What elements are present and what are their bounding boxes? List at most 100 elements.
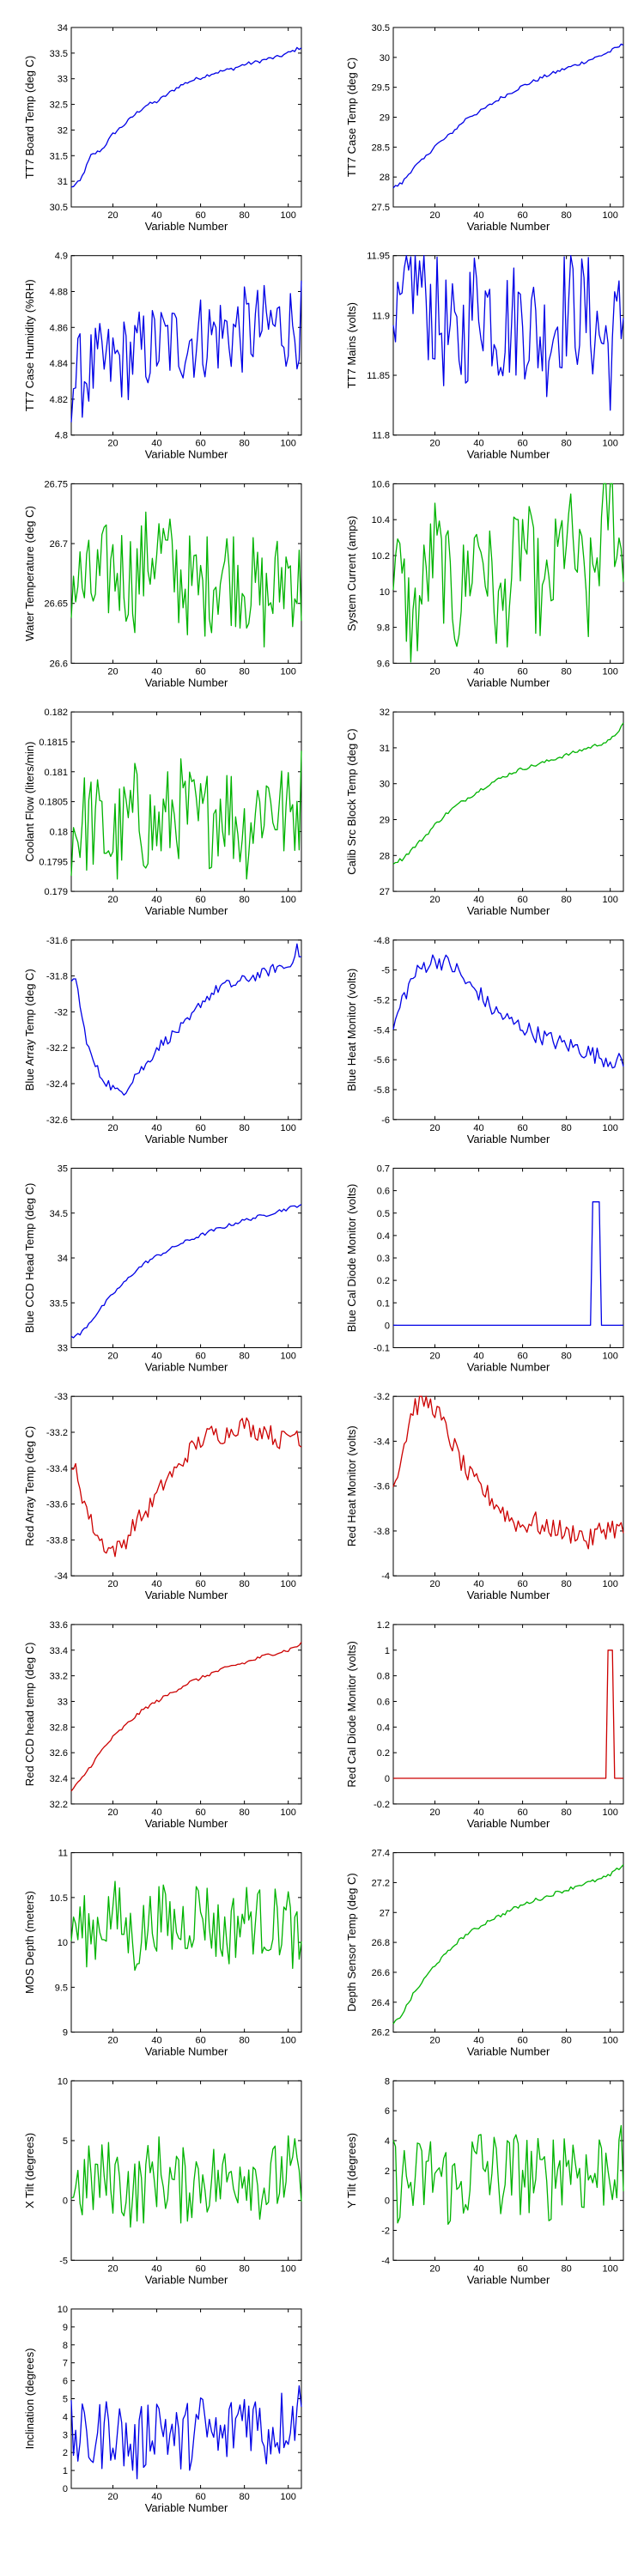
plot-frame (392, 711, 624, 892)
x-tick-label: 100 (603, 439, 618, 449)
y-tick-label: 0.2 (377, 1276, 390, 1286)
y-axis-label: Depth Sensor Temp (deg C) (345, 1873, 358, 2012)
y-axis-label: Red Heat Monitor (volts) (345, 1425, 358, 1546)
y-tick-label: 8 (385, 2076, 390, 2087)
x-tick-label: 60 (195, 210, 205, 221)
x-axis-label: Variable Number (145, 904, 228, 917)
series-line-1 (70, 943, 302, 1096)
chart-panel-12: -0.1 0 0.1 0.2 0.3 0.4 0.5 0.6 0.7 20 40 60 80 100 Var… (345, 1164, 624, 1374)
y-tick-label: -5 (381, 966, 390, 976)
x-tick-label: 60 (195, 2263, 205, 2274)
x-tick-label: 60 (195, 439, 205, 449)
x-tick-label: 80 (562, 2263, 572, 2274)
y-tick-label: 11 (58, 1849, 68, 1859)
y-tick-label: 27.2 (372, 1878, 390, 1888)
y-tick-label: 26.7 (50, 539, 68, 550)
y-tick-label: 8 (63, 2341, 68, 2351)
y-tick-label: 4.8 (55, 431, 68, 441)
y-tick-label: 0.5 (377, 1209, 390, 1219)
y-tick-label: 9.8 (377, 623, 390, 634)
y-axis-label: TT7 Board Temp (deg C) (23, 56, 36, 179)
plot-frame (70, 939, 302, 1121)
y-tick-label: 0.6 (377, 1697, 390, 1707)
chart-panel-15: 32.2 32.4 32.6 32.8 33 33.2 33.4 33.6 20 40 60 80 10… (23, 1620, 302, 1830)
x-tick-label: 40 (473, 895, 483, 905)
y-tick-label: -33.4 (46, 1464, 68, 1474)
plot-frame (70, 1395, 302, 1577)
y-tick-label: -33 (54, 1392, 68, 1402)
x-axis-label: Variable Number (145, 2501, 228, 2514)
chart-panel-3: 4.8 4.82 4.84 4.86 4.88 4.9 20 40 60 80 100 Variabl… (23, 252, 302, 461)
x-tick-label: 20 (107, 1352, 118, 1362)
chart-panel-8: 27 28 29 30 31 32 20 40 60 80 100 Variable Number Ca… (345, 708, 624, 917)
y-tick-label: 0 (385, 2196, 390, 2207)
y-tick-label: 11.85 (367, 371, 390, 381)
x-axis-label: Variable Number (467, 2273, 550, 2286)
x-tick-label: 80 (562, 1579, 572, 1589)
y-tick-label: 4.88 (50, 288, 68, 298)
y-tick-label: -32.2 (46, 1043, 68, 1054)
y-axis-label: TT7 Case Humidity (%RH) (23, 279, 36, 411)
y-tick-label: -4.8 (374, 936, 390, 946)
x-tick-label: 80 (562, 210, 572, 221)
x-axis-label: Variable Number (145, 220, 228, 233)
x-tick-label: 60 (195, 1579, 205, 1589)
chart-panel-5: 26.6 26.65 26.7 26.75 20 40 60 80 100 Variable Nu… (23, 479, 302, 689)
y-tick-label: 33.5 (50, 49, 68, 59)
plot-frame (70, 27, 302, 208)
y-tick-label: 9.5 (55, 1983, 68, 1993)
x-axis-label: Variable Number (145, 448, 228, 461)
x-tick-label: 100 (281, 439, 296, 449)
y-tick-label: 10.2 (372, 551, 390, 562)
y-tick-label: 0.179 (44, 887, 68, 897)
y-tick-label: 26.6 (372, 1968, 390, 1978)
plot-frame (70, 1168, 302, 1348)
y-tick-label: -5.6 (374, 1055, 390, 1066)
x-tick-label: 40 (151, 666, 161, 677)
y-tick-label: 0.181 (44, 768, 68, 778)
y-tick-label: 27.5 (372, 203, 390, 213)
x-tick-label: 100 (281, 2036, 296, 2046)
chart-panel-18: 26.2 26.4 26.6 26.8 27 27.2 27.4 20 40 60 80 100 Var… (345, 1849, 624, 2058)
y-tick-label: 10 (58, 1938, 68, 1948)
x-tick-label: 80 (240, 1352, 250, 1362)
y-tick-label: 0.2 (377, 1748, 390, 1759)
series-line-1 (70, 1204, 302, 1339)
chart-panel-14: -4 -3.8 -3.6 -3.4 -3.2 20 40 60 80 100 Variable Nu… (345, 1392, 624, 1601)
x-tick-label: 60 (195, 666, 205, 677)
x-tick-label: 20 (107, 439, 118, 449)
y-tick-label: 34.5 (50, 1209, 68, 1219)
x-axis-label: Variable Number (467, 2045, 550, 2058)
y-tick-label: 26.75 (44, 479, 68, 489)
y-tick-label: -31.6 (46, 936, 68, 946)
y-tick-label: 29.5 (372, 83, 390, 94)
y-axis-label: Y Tilt (degrees) (345, 2133, 358, 2208)
y-tick-label: 11.95 (367, 252, 390, 262)
x-tick-label: 40 (151, 439, 161, 449)
y-tick-label: -4 (381, 1571, 390, 1582)
x-tick-label: 20 (429, 439, 440, 449)
y-tick-label: 10.5 (50, 1893, 68, 1904)
series-line-1 (392, 722, 624, 865)
x-tick-label: 40 (151, 1123, 161, 1133)
y-tick-label: 4.9 (55, 252, 68, 262)
y-tick-label: 26.8 (372, 1938, 390, 1948)
x-tick-label: 100 (603, 1352, 618, 1362)
chart-panel-7: 0.179 0.1795 0.18 0.1805 0.181 0.1815 0.182 20 4… (23, 708, 302, 917)
x-tick-label: 100 (603, 2263, 618, 2274)
x-tick-label: 20 (429, 1123, 440, 1133)
y-tick-label: 32.2 (50, 1800, 68, 1810)
y-axis-label: Red CCD head temp (deg C) (23, 1643, 36, 1787)
y-tick-label: 5 (63, 2136, 68, 2147)
x-tick-label: 60 (517, 210, 527, 221)
x-tick-label: 20 (429, 1807, 440, 1818)
y-tick-label: 33.2 (50, 1672, 68, 1682)
y-tick-label: 31 (58, 177, 68, 187)
y-tick-label: 32.6 (50, 1748, 68, 1759)
x-tick-label: 80 (240, 439, 250, 449)
y-axis-label: MOS Depth (meters) (23, 1891, 36, 1994)
x-tick-label: 80 (240, 2492, 250, 2502)
y-tick-label: 6 (63, 2377, 68, 2387)
series-line-1 (393, 1201, 623, 1327)
